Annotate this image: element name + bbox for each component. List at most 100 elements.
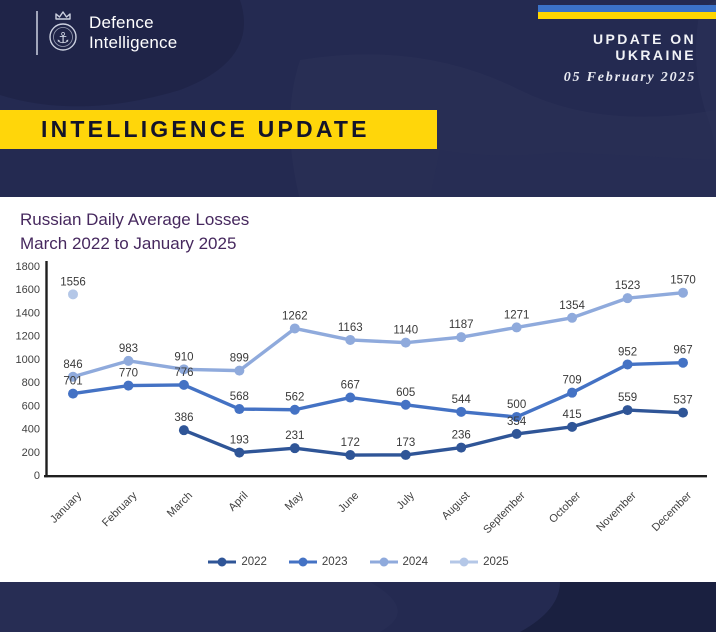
ukraine-flag-icon (538, 5, 716, 19)
x-tick-march: March (165, 490, 195, 520)
data-label-2022-december: 537 (673, 395, 692, 407)
losses-line-chart: 0 200 400 600 800 1000 1200 1400 1600 1800 January… (16, 261, 707, 536)
series-point-2024 (511, 322, 522, 333)
legend-item-2022: 2022 (207, 556, 267, 568)
data-label-2023-february: 770 (119, 368, 138, 380)
chart-title-line1: Russian Daily Average Losses (20, 210, 250, 229)
data-label-2024-april: 899 (230, 353, 249, 365)
series-point-2024 (234, 365, 245, 376)
series-point-2024 (123, 355, 134, 366)
series-point-2024 (178, 364, 189, 375)
series-point-2023 (345, 392, 356, 403)
series-point-2022 (234, 447, 245, 458)
legend-marker-2023 (288, 557, 317, 567)
chart-title: Russian Daily Average Losses March 2022 … (20, 208, 249, 256)
flag-blue-stripe (538, 5, 716, 12)
logo-divider (36, 11, 38, 55)
series-point-2023 (567, 387, 578, 398)
x-tick-october: October (547, 489, 583, 525)
x-tick-february: February (100, 489, 140, 529)
series-point-2023 (511, 411, 522, 422)
series-line-2024 (71, 291, 685, 379)
series-point-2023 (400, 399, 411, 410)
data-label-2022-may: 231 (285, 430, 304, 442)
series-point-2023 (123, 380, 134, 391)
data-label-2024-september: 1271 (504, 309, 530, 321)
data-label-2023-december: 967 (673, 345, 692, 357)
series-point-2022 (345, 450, 356, 461)
series-point-2022 (289, 443, 300, 454)
logo-text: Defence Intelligence (89, 13, 177, 53)
series-point-2022 (678, 407, 688, 418)
series-point-2023 (622, 359, 633, 370)
series-point-2024 (567, 312, 578, 323)
series-point-2023 (68, 388, 78, 399)
data-label-2024-march: 910 (174, 351, 193, 363)
chart-panel: Russian Daily Average Losses March 2022 … (0, 197, 716, 582)
data-label-2022-october: 415 (562, 409, 581, 421)
header-right: UPDATE ON UKRAINE 05 February 2025 (538, 5, 716, 86)
y-tick-200: 200 (22, 447, 40, 459)
x-tick-november: November (594, 489, 639, 534)
legend-label-2022: 2022 (241, 556, 267, 568)
x-tick-december: December (650, 489, 695, 534)
svg-text:⚓: ⚓ (56, 29, 69, 47)
data-label-2023-may: 562 (285, 392, 304, 404)
y-tick-400: 400 (22, 424, 40, 436)
data-label-2023-july: 605 (396, 387, 415, 399)
legend-item-2025: 2025 (449, 556, 509, 568)
flag-yellow-stripe (538, 12, 716, 19)
x-tick-june: June (336, 490, 361, 515)
data-label-2022-august: 236 (452, 430, 471, 442)
legend-marker-2022 (208, 557, 237, 567)
x-tick-april: April (226, 490, 250, 514)
series-point-2023 (678, 357, 688, 368)
series-point-2022 (400, 449, 411, 460)
series-point-2022 (456, 442, 467, 453)
y-tick-1600: 1600 (16, 284, 40, 296)
legend-item-2023: 2023 (288, 556, 348, 568)
series-point-2022 (511, 428, 522, 439)
chart-legend: 2022 2023 2024 2025 (0, 556, 716, 568)
data-label-2022-november: 559 (618, 392, 637, 404)
series-point-2024 (289, 323, 300, 334)
y-tick-600: 600 (22, 400, 40, 412)
chart-title-line2: March 2022 to January 2025 (20, 234, 237, 253)
legend-label-2025: 2025 (483, 556, 509, 568)
data-label-2022-july: 173 (396, 437, 415, 449)
data-label-2024-august: 1187 (449, 319, 474, 331)
y-tick-1200: 1200 (16, 331, 40, 343)
data-label-2024-november: 1523 (615, 280, 641, 292)
data-label-2024-february: 983 (119, 343, 138, 355)
series-point-2023 (289, 404, 300, 415)
series-point-2022 (622, 405, 633, 416)
update-on-ukraine-label: UPDATE ON UKRAINE (592, 31, 696, 63)
banner-title: INTELLIGENCE UPDATE (41, 116, 370, 142)
series-line-2022 (182, 408, 685, 457)
legend-item-2024: 2024 (369, 556, 428, 568)
data-label-2024-december: 1570 (670, 275, 696, 287)
data-label-2023-january: 701 (63, 376, 82, 388)
data-label-2023-march: 776 (174, 367, 193, 379)
series-point-2023 (456, 406, 467, 417)
series-point-2022 (567, 421, 578, 432)
data-label-2022-september: 354 (507, 416, 527, 428)
data-label-2022-march: 386 (174, 412, 193, 424)
y-tick-0: 0 (34, 470, 40, 482)
data-label-2024-july: 1140 (393, 325, 418, 337)
data-label-2025-january: 1556 (60, 276, 86, 288)
series-point-2025 (68, 289, 78, 300)
x-tick-may: May (283, 489, 307, 513)
series-point-2024 (345, 334, 356, 345)
defence-intelligence-logo: ⚓ Defence Intelligence (36, 9, 177, 57)
data-label-2022-june: 172 (341, 437, 360, 449)
series-point-2024 (68, 371, 78, 382)
mod-crest-icon: ⚓ (49, 11, 77, 51)
series-point-2024 (622, 293, 633, 304)
data-label-2023-november: 952 (618, 346, 637, 358)
series-point-2022 (178, 425, 189, 436)
data-label-2024-may: 1262 (282, 310, 308, 322)
data-label-2024-june: 1163 (338, 322, 363, 334)
data-label-2023-june: 667 (341, 380, 360, 392)
